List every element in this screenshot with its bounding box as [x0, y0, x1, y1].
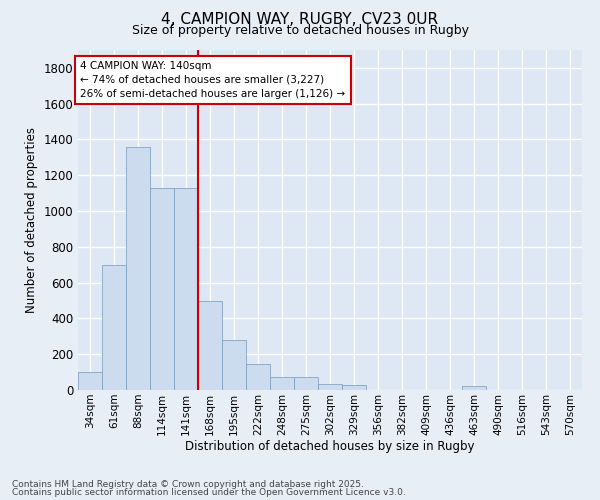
Bar [246, 364, 270, 390]
Bar [126, 146, 150, 390]
Text: 4, CAMPION WAY, RUGBY, CV23 0UR: 4, CAMPION WAY, RUGBY, CV23 0UR [161, 12, 439, 28]
Text: Size of property relative to detached houses in Rugby: Size of property relative to detached ho… [131, 24, 469, 37]
Bar [462, 386, 486, 390]
Bar [342, 384, 366, 390]
Bar [270, 376, 294, 390]
Y-axis label: Number of detached properties: Number of detached properties [25, 127, 38, 313]
Text: Contains HM Land Registry data © Crown copyright and database right 2025.: Contains HM Land Registry data © Crown c… [12, 480, 364, 489]
Bar [174, 188, 198, 390]
Bar [102, 264, 126, 390]
Bar [222, 340, 246, 390]
Text: Contains public sector information licensed under the Open Government Licence v3: Contains public sector information licen… [12, 488, 406, 497]
Bar [198, 300, 222, 390]
X-axis label: Distribution of detached houses by size in Rugby: Distribution of detached houses by size … [185, 440, 475, 454]
Bar [150, 188, 174, 390]
Bar [318, 384, 342, 390]
Text: 4 CAMPION WAY: 140sqm
← 74% of detached houses are smaller (3,227)
26% of semi-d: 4 CAMPION WAY: 140sqm ← 74% of detached … [80, 60, 346, 98]
Bar [294, 378, 318, 390]
Bar [78, 372, 102, 390]
